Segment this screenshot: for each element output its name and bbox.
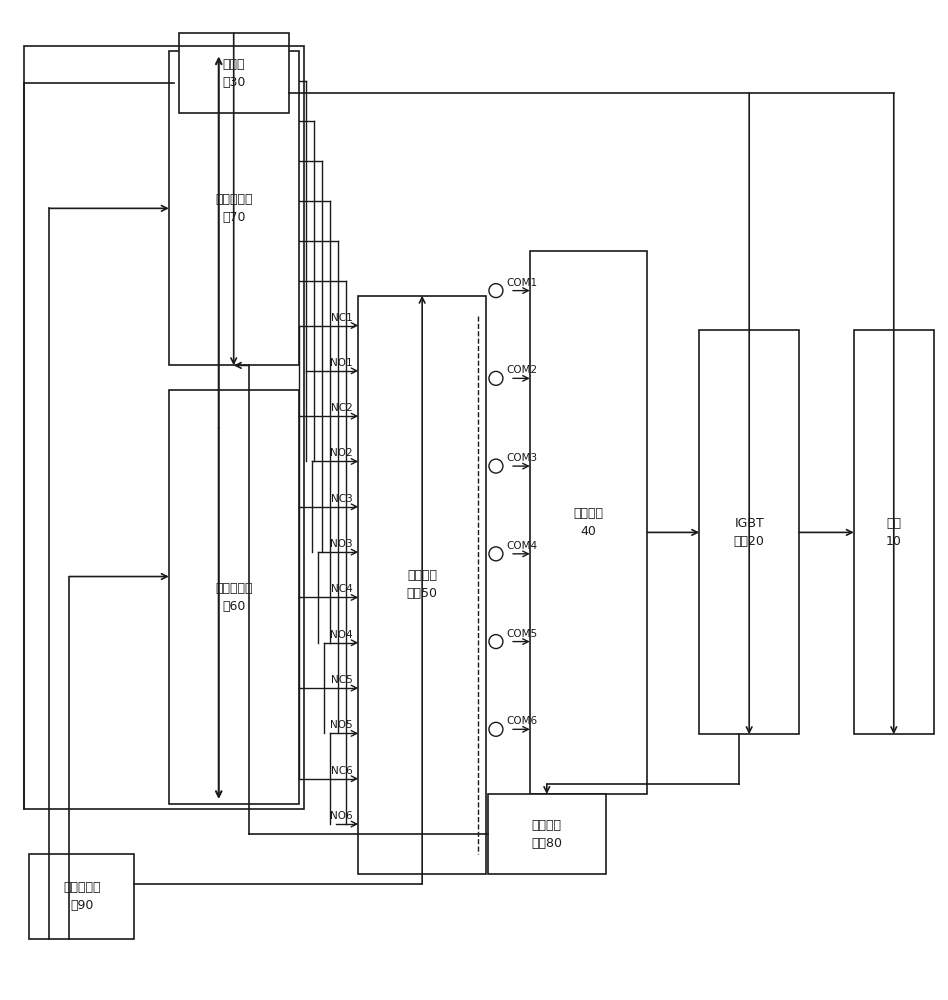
Text: NC3: NC3 (331, 494, 353, 504)
Text: COM3: COM3 (506, 453, 537, 463)
Text: 驱动模块
40: 驱动模块 40 (574, 507, 604, 538)
Text: 故障检测模
块90: 故障检测模 块90 (63, 881, 100, 912)
Text: 检测模
块30: 检测模 块30 (222, 58, 246, 89)
Text: COM2: COM2 (506, 365, 537, 375)
Bar (169, 390, 299, 804)
Text: IGBT
模块20: IGBT 模块20 (734, 517, 765, 548)
Bar (358, 296, 486, 874)
Text: 通道选择
模块50: 通道选择 模块50 (407, 569, 438, 600)
Bar (25, 46, 303, 809)
Text: COM1: COM1 (506, 278, 537, 288)
Text: NC5: NC5 (331, 675, 353, 685)
Text: NC6: NC6 (331, 766, 353, 776)
Text: NC2: NC2 (331, 403, 353, 413)
Text: COM5: COM5 (506, 629, 537, 639)
Bar (854, 330, 934, 734)
Bar (169, 51, 299, 365)
Text: 第一控制模
块60: 第一控制模 块60 (215, 582, 252, 613)
Bar (29, 854, 134, 939)
Text: COM6: COM6 (506, 716, 537, 726)
Text: NO6: NO6 (330, 811, 353, 821)
Text: 第二控制模
块70: 第二控制模 块70 (215, 193, 252, 224)
Bar (488, 794, 606, 874)
Text: NO5: NO5 (330, 720, 353, 730)
Text: COM4: COM4 (506, 541, 537, 551)
Text: NC4: NC4 (331, 584, 353, 594)
Bar (700, 330, 799, 734)
Bar (179, 33, 288, 113)
Text: NO1: NO1 (330, 358, 353, 368)
Text: NO3: NO3 (330, 539, 353, 549)
Bar (530, 251, 647, 794)
Text: NC1: NC1 (331, 313, 353, 323)
Text: 报错检测
模块80: 报错检测 模块80 (531, 819, 562, 850)
Text: NO2: NO2 (330, 448, 353, 458)
Text: 电机
10: 电机 10 (885, 517, 902, 548)
Text: NO4: NO4 (330, 630, 353, 640)
